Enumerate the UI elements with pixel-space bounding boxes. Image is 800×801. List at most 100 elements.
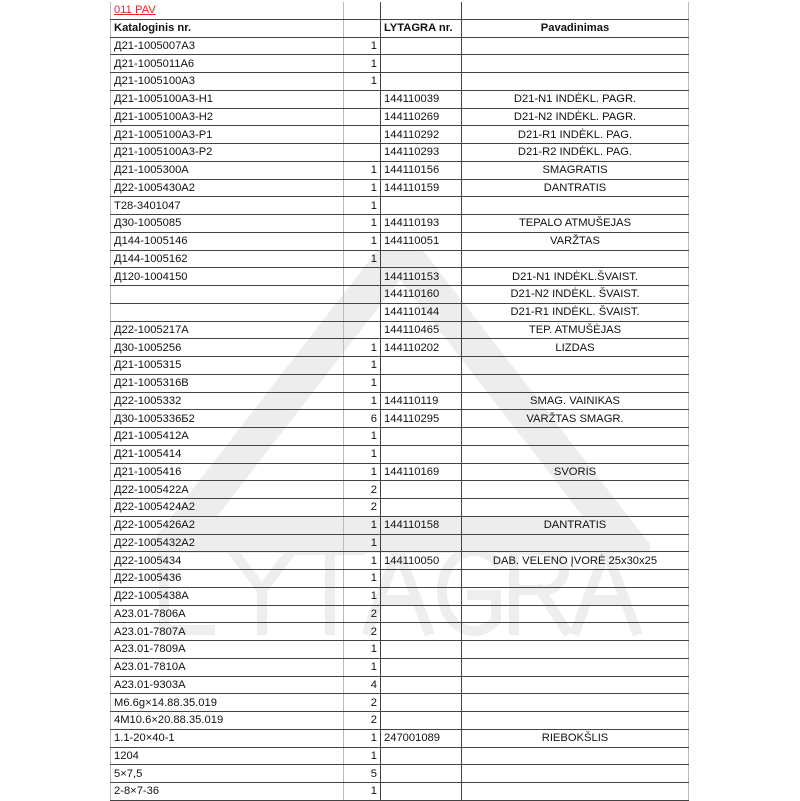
- name-cell[interactable]: [461, 764, 689, 783]
- catalog-nr-cell[interactable]: Д22-1005426А2: [110, 516, 344, 535]
- catalog-nr-cell[interactable]: Д21-1005100А3-H2: [110, 108, 344, 127]
- lytagra-nr-cell[interactable]: [380, 427, 462, 446]
- catalog-nr-cell[interactable]: Д22-1005422А: [110, 480, 344, 499]
- lytagra-nr-cell[interactable]: 144110169: [380, 463, 462, 482]
- catalog-nr-cell[interactable]: M6.6g×14.88.35.019: [110, 693, 344, 712]
- name-cell[interactable]: DANTRATIS: [461, 179, 689, 198]
- lytagra-nr-cell[interactable]: [380, 676, 462, 695]
- lytagra-nr-cell[interactable]: [380, 711, 462, 730]
- catalog-nr-cell[interactable]: А23.01-7810А: [110, 658, 344, 677]
- catalog-nr-cell[interactable]: Д22-1005332: [110, 392, 344, 411]
- name-cell[interactable]: [461, 711, 689, 730]
- catalog-nr-cell[interactable]: Д22-1005438А: [110, 587, 344, 606]
- lytagra-nr-cell[interactable]: [380, 250, 462, 269]
- catalog-nr-cell[interactable]: Д120-1004150: [110, 267, 344, 286]
- name-cell[interactable]: [461, 693, 689, 712]
- name-cell[interactable]: SMAG. VAINIKAS: [461, 392, 689, 411]
- catalog-nr-cell[interactable]: Д22-1005434: [110, 551, 344, 570]
- name-cell[interactable]: [461, 747, 689, 766]
- qty-cell[interactable]: [343, 90, 381, 109]
- qty-cell[interactable]: 1: [343, 445, 381, 464]
- qty-cell[interactable]: 1: [343, 782, 381, 801]
- name-cell[interactable]: [461, 374, 689, 393]
- name-cell[interactable]: [461, 37, 689, 56]
- qty-cell[interactable]: 1: [343, 232, 381, 251]
- catalog-nr-cell[interactable]: [110, 285, 344, 304]
- qty-cell[interactable]: 1: [343, 250, 381, 269]
- lytagra-nr-cell[interactable]: [380, 640, 462, 659]
- qty-cell[interactable]: 1: [343, 640, 381, 659]
- catalog-nr-cell[interactable]: Д22-1005436: [110, 569, 344, 588]
- catalog-nr-cell[interactable]: Д22-1005430А2: [110, 179, 344, 198]
- lytagra-nr-cell[interactable]: 144110039: [380, 90, 462, 109]
- lytagra-nr-cell[interactable]: [380, 747, 462, 766]
- qty-cell[interactable]: 1: [343, 516, 381, 535]
- lytagra-nr-cell[interactable]: [380, 445, 462, 464]
- name-cell[interactable]: [461, 782, 689, 801]
- qty-cell[interactable]: [343, 321, 381, 340]
- qty-cell[interactable]: 1: [343, 587, 381, 606]
- catalog-nr-cell[interactable]: 1204: [110, 747, 344, 766]
- name-cell[interactable]: D21-R2 INDĖKL. PAG.: [461, 143, 689, 162]
- name-cell[interactable]: D21-R1 INDĖKL. PAG.: [461, 125, 689, 144]
- name-cell[interactable]: [461, 250, 689, 269]
- sheet-title[interactable]: 011 PAV: [110, 2, 344, 20]
- qty-cell[interactable]: 1: [343, 214, 381, 233]
- lytagra-nr-cell[interactable]: [380, 196, 462, 215]
- lytagra-nr-cell[interactable]: 247001089: [380, 729, 462, 748]
- catalog-nr-cell[interactable]: А23.01-9303А: [110, 676, 344, 695]
- lytagra-nr-cell[interactable]: 144110051: [380, 232, 462, 251]
- lytagra-nr-cell[interactable]: [380, 658, 462, 677]
- qty-cell[interactable]: 2: [343, 498, 381, 517]
- catalog-nr-cell[interactable]: Д22-1005424А2: [110, 498, 344, 517]
- name-cell[interactable]: [461, 356, 689, 375]
- lytagra-nr-cell[interactable]: 144110158: [380, 516, 462, 535]
- lytagra-nr-cell[interactable]: 144110193: [380, 214, 462, 233]
- name-cell[interactable]: [461, 498, 689, 517]
- name-cell[interactable]: D21-N1 INDĖKL.ŠVAIST.: [461, 267, 689, 286]
- catalog-nr-cell[interactable]: Д30-1005256: [110, 338, 344, 357]
- qty-cell[interactable]: 1: [343, 161, 381, 180]
- qty-cell[interactable]: 1: [343, 54, 381, 73]
- catalog-nr-cell[interactable]: 1.1-20×40-1: [110, 729, 344, 748]
- name-cell[interactable]: [461, 622, 689, 641]
- lytagra-nr-cell[interactable]: [380, 782, 462, 801]
- catalog-nr-cell[interactable]: Д21-1005414: [110, 445, 344, 464]
- lytagra-nr-cell[interactable]: [380, 356, 462, 375]
- lytagra-nr-cell[interactable]: 144110202: [380, 338, 462, 357]
- qty-cell[interactable]: [343, 267, 381, 286]
- lytagra-nr-cell[interactable]: 144110153: [380, 267, 462, 286]
- name-cell[interactable]: [461, 445, 689, 464]
- catalog-nr-cell[interactable]: Д21-1005100А3-P1: [110, 125, 344, 144]
- qty-cell[interactable]: 2: [343, 605, 381, 624]
- lytagra-nr-cell[interactable]: [380, 72, 462, 91]
- lytagra-nr-cell[interactable]: [380, 498, 462, 517]
- catalog-nr-cell[interactable]: А23.01-7807А: [110, 622, 344, 641]
- catalog-nr-cell[interactable]: Д21-1005416: [110, 463, 344, 482]
- catalog-nr-cell[interactable]: Д21-1005007А3: [110, 37, 344, 56]
- qty-cell[interactable]: 1: [343, 534, 381, 553]
- lytagra-nr-cell[interactable]: [380, 622, 462, 641]
- lytagra-nr-cell[interactable]: 144110144: [380, 303, 462, 322]
- catalog-nr-cell[interactable]: 5×7,5: [110, 764, 344, 783]
- name-cell[interactable]: TEP. ATMUŠĖJAS: [461, 321, 689, 340]
- catalog-nr-cell[interactable]: Д21-1005100А3: [110, 72, 344, 91]
- name-cell[interactable]: [461, 196, 689, 215]
- lytagra-nr-cell[interactable]: 144110292: [380, 125, 462, 144]
- qty-cell[interactable]: 1: [343, 747, 381, 766]
- qty-cell[interactable]: 1: [343, 658, 381, 677]
- catalog-nr-cell[interactable]: Д21-1005300А: [110, 161, 344, 180]
- lytagra-nr-cell[interactable]: 144110160: [380, 285, 462, 304]
- name-cell[interactable]: DANTRATIS: [461, 516, 689, 535]
- catalog-nr-cell[interactable]: Д144-1005146: [110, 232, 344, 251]
- lytagra-nr-cell[interactable]: [380, 374, 462, 393]
- qty-cell[interactable]: 1: [343, 179, 381, 198]
- catalog-nr-cell[interactable]: 4M10.6×20.88.35.019: [110, 711, 344, 730]
- catalog-nr-cell[interactable]: Д21-1005100А3-H1: [110, 90, 344, 109]
- qty-cell[interactable]: [343, 143, 381, 162]
- name-cell[interactable]: RIEBOKŠLIS: [461, 729, 689, 748]
- name-cell[interactable]: [461, 569, 689, 588]
- lytagra-nr-cell[interactable]: 144110119: [380, 392, 462, 411]
- name-cell[interactable]: VARŽTAS: [461, 232, 689, 251]
- name-cell[interactable]: [461, 640, 689, 659]
